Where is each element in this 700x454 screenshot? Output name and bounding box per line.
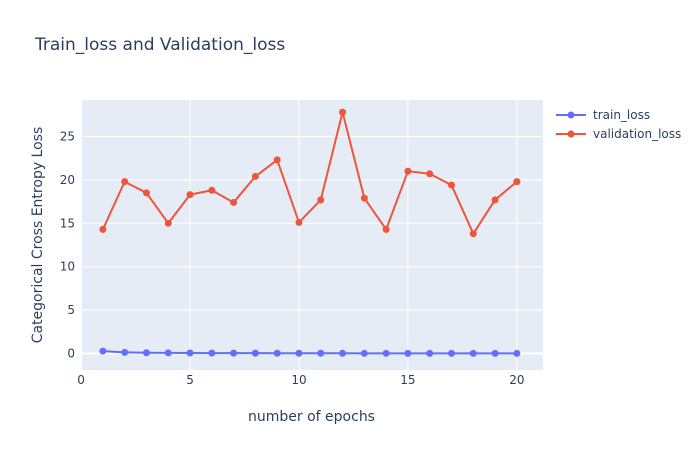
data-point <box>426 170 434 178</box>
legend-label: validation_loss <box>593 127 681 141</box>
data-point <box>469 230 477 238</box>
data-point <box>295 218 303 226</box>
data-point <box>513 349 521 357</box>
x-tick-label: 20 <box>509 373 524 387</box>
legend: train_loss validation_loss <box>556 108 681 141</box>
x-tick-label: 0 <box>77 373 85 387</box>
data-point <box>273 349 281 357</box>
series-train-loss <box>99 347 521 357</box>
legend-item-validation-loss[interactable]: validation_loss <box>556 127 681 141</box>
y-tick-label: 15 <box>60 216 75 230</box>
data-point <box>317 349 325 357</box>
series-layer <box>99 108 521 357</box>
data-point <box>447 349 455 357</box>
data-point <box>404 167 412 175</box>
y-axis-ticks: 0 5 10 15 20 25 <box>60 129 75 360</box>
legend-item-train-loss[interactable]: train_loss <box>556 108 650 122</box>
legend-label: train_loss <box>593 108 650 122</box>
legend-swatch-marker <box>567 111 575 119</box>
y-tick-label: 0 <box>67 347 75 361</box>
y-tick-label: 5 <box>67 303 75 317</box>
y-axis-title: Categorical Cross Entropy Loss <box>30 127 46 344</box>
y-tick-label: 20 <box>60 173 75 187</box>
data-point <box>230 198 238 206</box>
plot-area <box>80 100 543 370</box>
x-axis-title: number of epochs <box>248 409 375 425</box>
data-point <box>230 349 238 357</box>
data-point <box>404 349 412 357</box>
data-point <box>382 349 390 357</box>
x-axis-ticks: 0 5 10 15 20 <box>77 373 524 387</box>
data-point <box>360 349 368 357</box>
data-point <box>447 181 455 189</box>
data-point <box>317 196 325 204</box>
data-point <box>208 186 216 194</box>
legend-swatch-marker <box>567 130 575 138</box>
data-point <box>251 172 259 180</box>
x-tick-label: 15 <box>400 373 415 387</box>
data-point <box>142 349 150 357</box>
data-point <box>273 156 281 164</box>
data-point <box>295 349 303 357</box>
x-tick-label: 10 <box>291 373 306 387</box>
data-point <box>491 196 499 204</box>
data-point <box>339 349 347 357</box>
data-point <box>164 349 172 357</box>
data-point <box>99 347 107 355</box>
data-point <box>251 349 259 357</box>
y-tick-label: 10 <box>60 260 75 274</box>
series-validation-loss <box>99 108 521 238</box>
series-line <box>102 350 517 355</box>
data-point <box>469 349 477 357</box>
series-line <box>101 111 518 235</box>
data-point <box>186 191 194 199</box>
data-point <box>491 349 499 357</box>
data-point <box>121 348 129 356</box>
data-point <box>339 108 347 116</box>
data-point <box>208 349 216 357</box>
data-point <box>121 178 129 186</box>
data-point <box>186 349 194 357</box>
x-tick-label: 5 <box>186 373 194 387</box>
y-tick-label: 25 <box>60 129 75 143</box>
chart-title: Train_loss and Validation_loss <box>34 35 285 55</box>
data-point <box>513 178 521 186</box>
data-point <box>360 194 368 202</box>
data-point <box>382 225 390 233</box>
data-point <box>426 349 434 357</box>
data-point <box>99 225 107 233</box>
data-point <box>164 219 172 227</box>
data-point <box>142 189 150 197</box>
